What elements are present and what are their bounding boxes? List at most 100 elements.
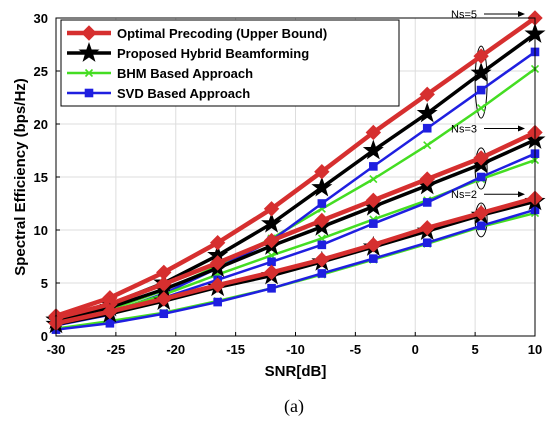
data-point — [369, 219, 378, 228]
data-point — [365, 124, 382, 141]
x-tick-label: -15 — [226, 342, 245, 357]
data-point — [311, 176, 333, 197]
legend-marker — [84, 68, 94, 78]
y-tick-label: 10 — [34, 223, 48, 238]
group-annotations: Ns=5 Ns=3 Ns=2 — [451, 9, 525, 201]
legend-box — [60, 19, 400, 107]
data-point — [102, 303, 118, 320]
legend-entry-x: BHM Based Approach — [67, 66, 253, 81]
y-axis-label: Spectral Efficiency (bps/Hz) — [12, 78, 29, 276]
group-label: Ns=2 — [451, 189, 477, 201]
data-point — [362, 139, 384, 160]
x-tick-label: -30 — [47, 342, 66, 357]
series-line — [55, 130, 536, 321]
data-point — [476, 221, 486, 231]
legend-marker — [78, 41, 100, 62]
data-point — [419, 220, 435, 236]
group-arrowhead — [518, 125, 525, 132]
group-arrowhead — [518, 11, 525, 17]
data-point — [423, 141, 432, 150]
group-ellipse — [474, 45, 488, 119]
data-point — [419, 171, 435, 187]
data-point — [416, 102, 438, 123]
legend-entry-star: Proposed Hybrid Beamforming — [67, 41, 309, 62]
data-point — [365, 237, 382, 253]
data-point — [470, 62, 492, 83]
data-point — [263, 232, 280, 249]
series-square-group-3 — [51, 205, 540, 334]
data-point — [317, 240, 327, 250]
group-label: Ns=3 — [451, 123, 477, 135]
x-tick-label: 0 — [412, 342, 419, 357]
legend-marker — [81, 25, 97, 41]
group-arrowhead — [518, 191, 525, 198]
data-point — [317, 269, 327, 278]
data-point — [422, 238, 432, 248]
data-point — [422, 123, 432, 133]
data-point — [263, 264, 280, 281]
data-point — [267, 257, 276, 267]
data-point — [159, 309, 169, 319]
legend-label: BHM Based Approach — [117, 66, 253, 81]
x-tick-label: -10 — [286, 342, 305, 357]
data-point — [317, 199, 327, 208]
legend-label: Proposed Hybrid Beamforming — [117, 46, 309, 61]
series-line — [55, 16, 537, 318]
legend-entry-diamond: Optimal Precoding (Upper Bound) — [67, 25, 327, 41]
y-tick-label: 15 — [34, 170, 48, 185]
x-axis-label: SNR[dB] — [265, 363, 327, 380]
y-tick-label: 0 — [41, 329, 48, 344]
data-point — [473, 48, 489, 64]
data-point — [314, 163, 330, 180]
data-point — [105, 318, 115, 328]
tick-labels: -30 -25 -20 -15 -10 -5 0 5 10 0 5 10 15 20 25 30 — [34, 11, 543, 357]
marker-x-stroke — [423, 141, 432, 150]
figure-caption: (a) — [284, 396, 304, 417]
data-point — [369, 175, 378, 184]
y-tick-label: 25 — [34, 64, 48, 79]
data-point — [419, 86, 435, 103]
series-diamond-group-3 — [48, 190, 543, 331]
y-tick-label: 30 — [34, 11, 48, 26]
data-point — [473, 150, 489, 166]
data-point — [369, 162, 378, 171]
data-point — [476, 172, 486, 182]
data-point — [314, 251, 330, 268]
legend-entry-square: SVD Based Approach — [67, 86, 250, 101]
data-point — [209, 277, 226, 293]
group-ellipse — [474, 202, 488, 238]
legend-label: SVD Based Approach — [117, 86, 250, 101]
marker-x-stroke — [477, 104, 486, 113]
y-tick-label: 5 — [41, 276, 48, 291]
series-line — [55, 208, 536, 331]
data-point — [209, 235, 226, 251]
data-point — [476, 85, 486, 95]
data-point — [213, 297, 222, 307]
legend: Optimal Precoding (Upper Bound) Proposed … — [60, 19, 400, 107]
data-point — [369, 254, 378, 263]
y-tick-label: 20 — [34, 117, 48, 132]
data-point — [473, 205, 489, 221]
x-tick-label: 5 — [472, 342, 479, 357]
data-point — [261, 212, 283, 233]
data-point — [267, 284, 276, 293]
marker-x-stroke — [369, 175, 378, 184]
marker-x-stroke — [84, 68, 94, 78]
data-point — [477, 104, 486, 113]
data-point — [365, 192, 382, 209]
x-tick-label: 10 — [528, 342, 542, 357]
data-point — [156, 291, 172, 307]
data-point — [314, 212, 330, 229]
group-label: Ns=5 — [451, 9, 477, 21]
series-layer — [45, 10, 546, 334]
series-line — [55, 196, 536, 326]
x-tick-label: -25 — [106, 342, 125, 357]
x-tick-label: -5 — [350, 342, 362, 357]
series-line — [55, 138, 536, 322]
data-point — [263, 201, 280, 217]
legend-marker — [84, 88, 94, 98]
legend-label: Optimal Precoding (Upper Bound) — [117, 26, 327, 41]
data-point — [422, 198, 432, 207]
x-tick-label: -20 — [166, 342, 185, 357]
